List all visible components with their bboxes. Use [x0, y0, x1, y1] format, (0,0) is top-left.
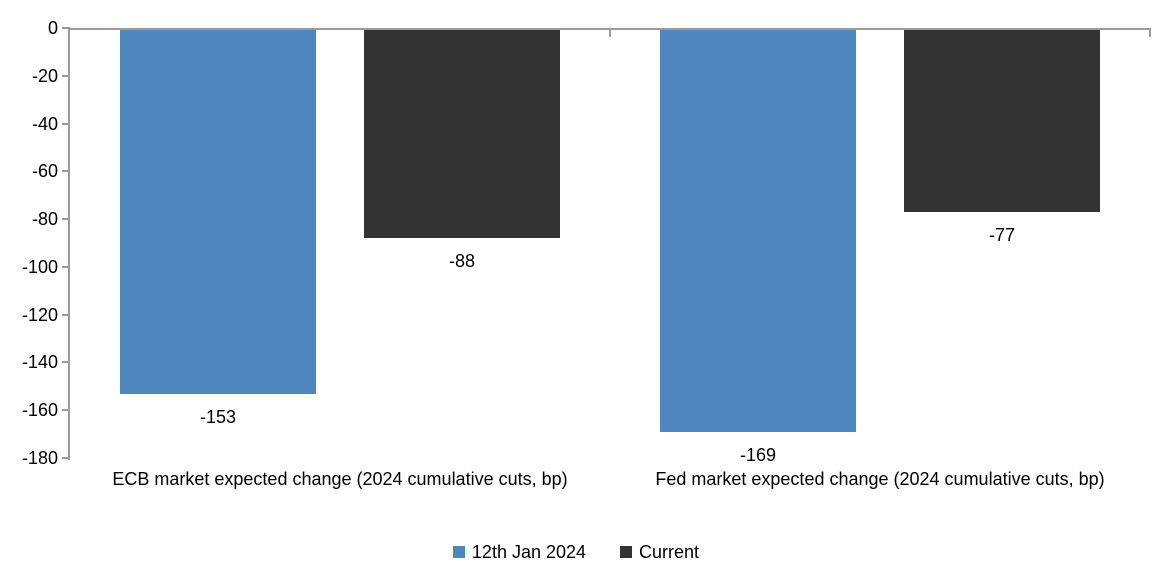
- category-axis-tick: [1149, 28, 1151, 37]
- legend-label: Current: [639, 542, 700, 562]
- bar-current: [904, 28, 1100, 212]
- bar-value-label: -88: [448, 251, 475, 271]
- legend-swatch-icon: [452, 546, 465, 558]
- y-axis-tick: [62, 122, 70, 125]
- y-axis-tick: [62, 265, 70, 268]
- legend-item-12th-jan-2024: 12th Jan 2024: [452, 542, 587, 562]
- y-axis-tick: [62, 361, 70, 364]
- legend: 12th Jan 2024 Current: [0, 540, 1152, 564]
- bar-current: [364, 28, 560, 238]
- y-axis-tick: [62, 457, 70, 459]
- y-axis-tick: [62, 313, 70, 316]
- y-axis-tick-label: -100: [21, 256, 58, 277]
- y-axis-tick-label: -160: [21, 400, 58, 421]
- category-axis-label: ECB market expected change (2024 cumulat…: [112, 469, 568, 489]
- bar-12th-jan-2024: [120, 28, 316, 394]
- y-axis-tick-label: -40: [31, 113, 58, 134]
- bar-value-label: -169: [739, 445, 777, 465]
- y-axis-tick-label: -60: [31, 161, 58, 182]
- y-axis-tick: [62, 409, 70, 412]
- bar-value-label: -153: [199, 407, 237, 427]
- y-axis-tick-label: -80: [31, 209, 58, 230]
- y-axis-line: [68, 28, 70, 460]
- x-axis-zero-line: [68, 28, 1150, 30]
- y-axis-tick-label: -180: [21, 448, 58, 468]
- y-axis-tick-label: -20: [31, 65, 58, 86]
- category-axis-tick: [609, 28, 611, 37]
- y-axis-tick: [62, 170, 70, 173]
- legend-label: 12th Jan 2024: [471, 542, 587, 562]
- y-axis-tick: [62, 74, 70, 77]
- bar-value-label: -77: [988, 225, 1015, 245]
- legend-swatch-icon: [620, 546, 633, 558]
- y-axis-tick-label: 0: [47, 18, 58, 38]
- legend-item-current: Current: [620, 542, 699, 562]
- y-axis-tick: [62, 27, 70, 29]
- y-axis-tick-label: -120: [21, 304, 58, 325]
- y-axis-tick: [62, 218, 70, 221]
- y-axis-tick-label: -140: [21, 352, 58, 373]
- bar-12th-jan-2024: [660, 28, 856, 432]
- category-axis-label: Fed market expected change (2024 cumulat…: [655, 469, 1105, 489]
